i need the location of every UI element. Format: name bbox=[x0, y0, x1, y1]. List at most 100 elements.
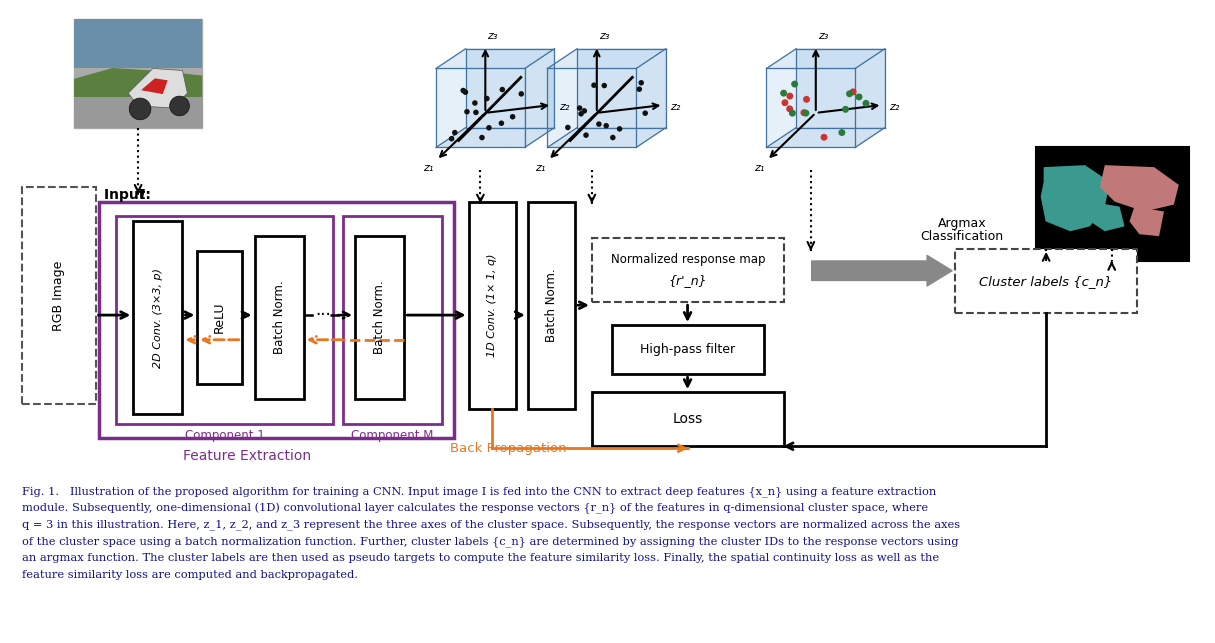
Point bbox=[477, 93, 497, 104]
Polygon shape bbox=[525, 49, 554, 147]
Polygon shape bbox=[436, 128, 554, 147]
Point bbox=[445, 127, 464, 138]
Text: z₃: z₃ bbox=[487, 31, 498, 41]
Text: 2D Conv. (3×3, p): 2D Conv. (3×3, p) bbox=[153, 267, 163, 368]
Point bbox=[457, 107, 476, 117]
Text: Component M: Component M bbox=[351, 429, 434, 442]
Point bbox=[594, 80, 614, 91]
Bar bbox=[469, 202, 516, 409]
Text: Fig. 1.   Illustration of the proposed algorithm for training a CNN. Input image: Fig. 1. Illustration of the proposed alg… bbox=[22, 485, 936, 496]
Polygon shape bbox=[637, 49, 666, 147]
Polygon shape bbox=[465, 49, 554, 128]
Text: {r'_n}: {r'_n} bbox=[668, 274, 707, 287]
Text: z₂: z₂ bbox=[559, 102, 569, 112]
Point bbox=[635, 108, 655, 118]
Point bbox=[836, 104, 855, 114]
Text: Normalized response map: Normalized response map bbox=[611, 253, 765, 266]
Polygon shape bbox=[796, 49, 885, 128]
Text: Component 1: Component 1 bbox=[185, 429, 265, 442]
Text: Classification: Classification bbox=[920, 230, 1004, 242]
Bar bbox=[22, 187, 96, 404]
Text: Back Propagation: Back Propagation bbox=[450, 442, 566, 455]
Point bbox=[780, 91, 799, 101]
Point bbox=[796, 108, 815, 118]
Polygon shape bbox=[1090, 202, 1125, 231]
Point bbox=[503, 112, 522, 122]
Point bbox=[492, 118, 512, 129]
Point bbox=[512, 89, 531, 99]
Polygon shape bbox=[436, 68, 525, 147]
Point bbox=[597, 121, 616, 131]
Text: High-pass filter: High-pass filter bbox=[640, 343, 735, 356]
Text: Cluster labels {c_n}: Cluster labels {c_n} bbox=[979, 275, 1113, 287]
Text: Loss: Loss bbox=[673, 412, 703, 426]
Bar bbox=[74, 19, 202, 128]
Bar bbox=[344, 217, 442, 424]
Bar bbox=[955, 249, 1137, 313]
Point bbox=[774, 88, 793, 98]
Point bbox=[832, 127, 852, 138]
Text: module. Subsequently, one-dimensional (1D) convolutional layer calculates the re: module. Subsequently, one-dimensional (1… bbox=[22, 503, 928, 514]
Bar bbox=[254, 236, 304, 399]
Circle shape bbox=[170, 96, 190, 116]
Bar bbox=[611, 325, 764, 374]
Point bbox=[576, 130, 595, 140]
Text: an argmax function. The cluster labels are then used as pseudo targets to comput: an argmax function. The cluster labels a… bbox=[22, 553, 939, 563]
Point bbox=[849, 92, 869, 102]
FancyArrowPatch shape bbox=[812, 255, 953, 286]
Circle shape bbox=[129, 98, 151, 120]
Bar bbox=[1035, 147, 1188, 261]
Point bbox=[782, 108, 802, 118]
Point bbox=[467, 107, 486, 118]
Text: Input:: Input: bbox=[103, 188, 156, 202]
Text: Feature Extraction: Feature Extraction bbox=[182, 449, 311, 463]
Text: Batch Norm.: Batch Norm. bbox=[373, 281, 386, 354]
Point bbox=[571, 109, 590, 119]
Text: ···: ··· bbox=[316, 306, 332, 324]
Polygon shape bbox=[767, 49, 885, 68]
Text: Batch Norm.: Batch Norm. bbox=[272, 281, 286, 354]
Polygon shape bbox=[767, 128, 885, 147]
Polygon shape bbox=[767, 68, 855, 147]
Point bbox=[780, 104, 799, 114]
Point bbox=[584, 80, 604, 91]
Point bbox=[785, 79, 804, 89]
Text: Batch Norm.: Batch Norm. bbox=[544, 268, 558, 342]
Text: RGB Image: RGB Image bbox=[52, 260, 66, 331]
Point bbox=[857, 98, 876, 109]
Bar bbox=[74, 97, 202, 128]
Text: z₃: z₃ bbox=[599, 31, 609, 41]
Text: z₂: z₂ bbox=[889, 102, 899, 112]
Polygon shape bbox=[74, 68, 202, 128]
Polygon shape bbox=[141, 78, 168, 94]
Point bbox=[795, 107, 814, 118]
Point bbox=[632, 78, 651, 88]
Bar bbox=[527, 202, 575, 409]
Bar bbox=[197, 251, 242, 384]
Point bbox=[629, 84, 649, 95]
Point bbox=[465, 98, 485, 108]
Text: Argmax: Argmax bbox=[938, 217, 987, 230]
Bar bbox=[355, 236, 405, 399]
Text: z₁: z₁ bbox=[753, 163, 764, 173]
Text: z₂: z₂ bbox=[669, 102, 680, 112]
Polygon shape bbox=[548, 128, 666, 147]
Point bbox=[558, 122, 577, 132]
Point bbox=[492, 84, 512, 95]
Point bbox=[610, 123, 629, 134]
Polygon shape bbox=[1041, 165, 1109, 231]
Bar bbox=[98, 202, 453, 439]
Polygon shape bbox=[1130, 206, 1164, 236]
Bar bbox=[134, 221, 182, 413]
Text: of the cluster space using a batch normalization function. Further, cluster labe: of the cluster space using a batch norma… bbox=[22, 536, 959, 547]
Polygon shape bbox=[129, 68, 187, 108]
Point bbox=[589, 119, 609, 129]
Point bbox=[570, 103, 589, 113]
Bar bbox=[117, 217, 333, 424]
Point bbox=[775, 98, 795, 108]
Polygon shape bbox=[548, 68, 637, 147]
Point bbox=[814, 132, 833, 142]
Text: feature similarity loss are computed and backpropagated.: feature similarity loss are computed and… bbox=[22, 570, 357, 579]
Polygon shape bbox=[1100, 165, 1179, 212]
Bar bbox=[74, 19, 202, 68]
